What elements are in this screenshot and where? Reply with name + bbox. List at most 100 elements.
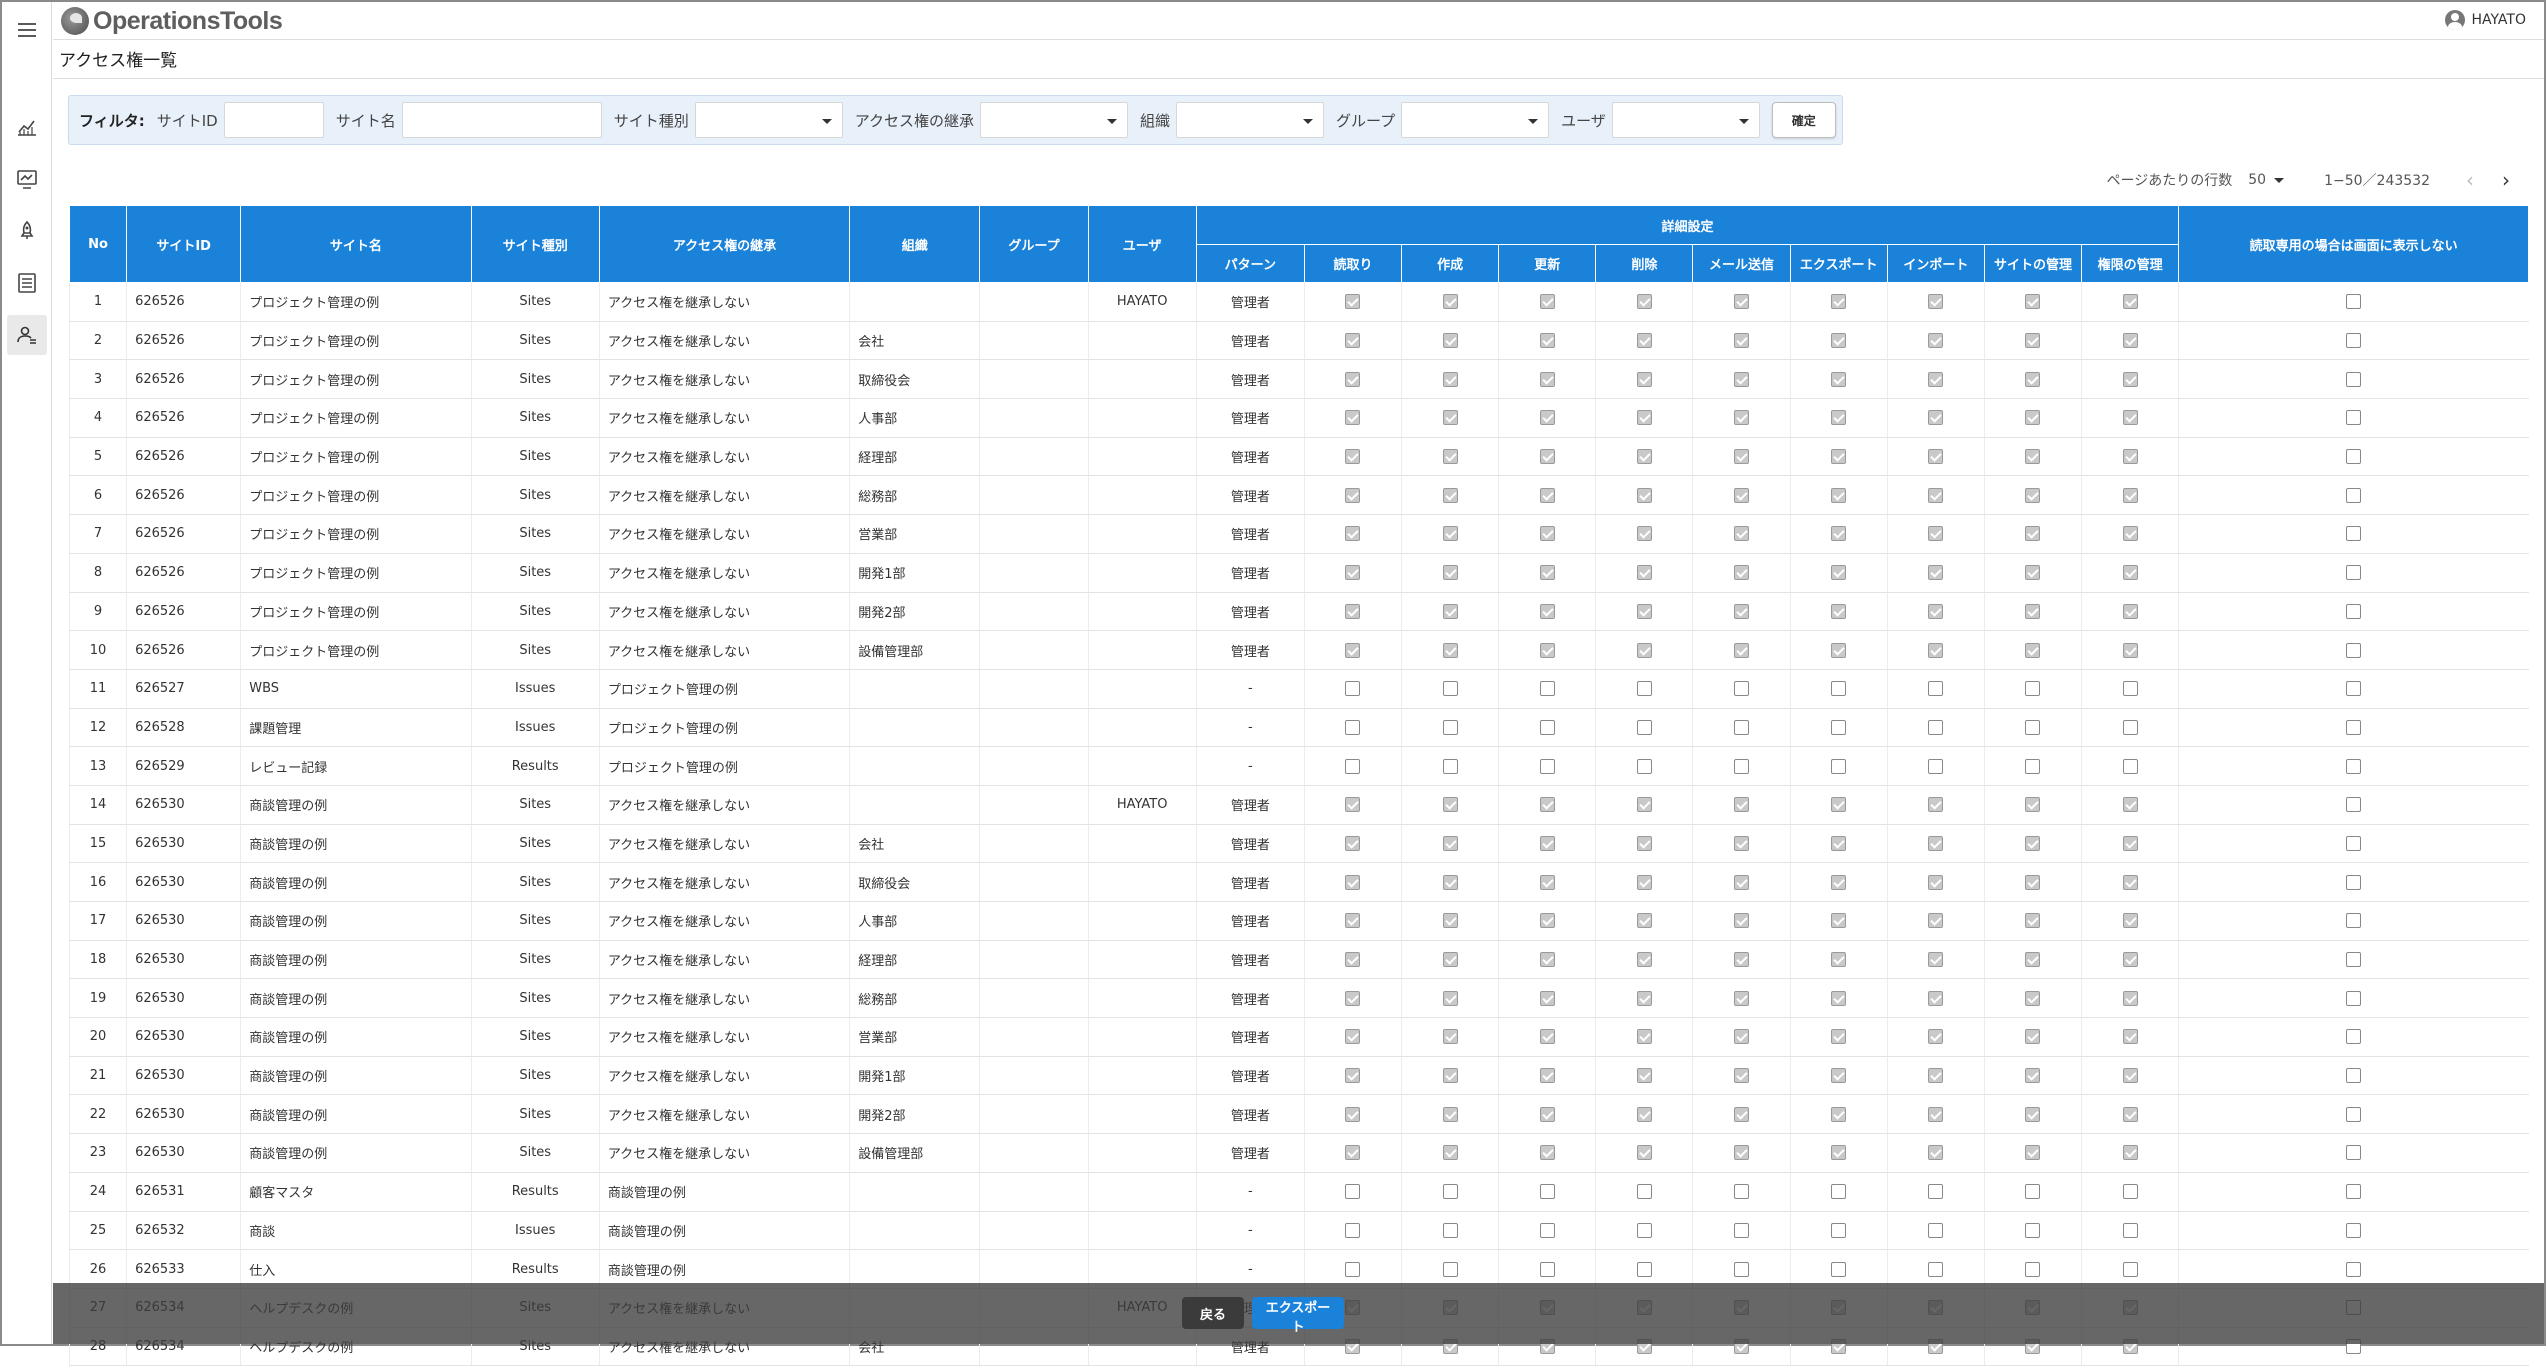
import-checkbox[interactable]: [1928, 913, 1944, 929]
create-checkbox[interactable]: [1442, 1222, 1458, 1238]
readonly-hide-checkbox[interactable]: [2346, 1029, 2362, 1045]
readonly-hide-checkbox[interactable]: [2346, 681, 2362, 697]
export-checkbox[interactable]: [1831, 681, 1847, 697]
update-checkbox[interactable]: [1539, 526, 1555, 542]
site-manage-checkbox[interactable]: [2025, 487, 2041, 503]
mail-checkbox[interactable]: [1734, 835, 1750, 851]
export-checkbox[interactable]: [1831, 642, 1847, 658]
perm-manage-checkbox[interactable]: [2122, 565, 2138, 581]
mail-checkbox[interactable]: [1734, 294, 1750, 310]
readonly-hide-checkbox[interactable]: [2346, 410, 2362, 426]
import-checkbox[interactable]: [1928, 603, 1944, 619]
perm-manage-checkbox[interactable]: [2122, 1222, 2138, 1238]
delete-checkbox[interactable]: [1636, 487, 1652, 503]
mail-checkbox[interactable]: [1734, 1145, 1750, 1161]
mail-checkbox[interactable]: [1734, 1029, 1750, 1045]
org-select[interactable]: [1176, 102, 1324, 138]
delete-checkbox[interactable]: [1636, 681, 1652, 697]
perm-manage-checkbox[interactable]: [2122, 410, 2138, 426]
readonly-hide-checkbox[interactable]: [2346, 1261, 2362, 1277]
readonly-hide-checkbox[interactable]: [2346, 333, 2362, 349]
readonly-hide-checkbox[interactable]: [2346, 294, 2362, 310]
create-checkbox[interactable]: [1442, 1261, 1458, 1277]
create-checkbox[interactable]: [1442, 681, 1458, 697]
readonly-hide-checkbox[interactable]: [2346, 1068, 2362, 1084]
import-checkbox[interactable]: [1928, 874, 1944, 890]
user-settings-icon[interactable]: [7, 315, 47, 355]
delete-checkbox[interactable]: [1636, 642, 1652, 658]
site-manage-checkbox[interactable]: [2025, 1222, 2041, 1238]
read-checkbox[interactable]: [1345, 449, 1361, 465]
import-checkbox[interactable]: [1928, 990, 1944, 1006]
create-checkbox[interactable]: [1442, 758, 1458, 774]
read-checkbox[interactable]: [1345, 603, 1361, 619]
read-checkbox[interactable]: [1345, 797, 1361, 813]
delete-checkbox[interactable]: [1636, 835, 1652, 851]
read-checkbox[interactable]: [1345, 990, 1361, 1006]
export-checkbox[interactable]: [1831, 913, 1847, 929]
update-checkbox[interactable]: [1539, 1068, 1555, 1084]
table-row[interactable]: 4 626526 プロジェクト管理の例 Sites アクセス権を継承しない 人事部 管理者: [68, 398, 2529, 438]
perm-manage-checkbox[interactable]: [2122, 1068, 2138, 1084]
create-checkbox[interactable]: [1442, 333, 1458, 349]
update-checkbox[interactable]: [1539, 449, 1555, 465]
update-checkbox[interactable]: [1539, 952, 1555, 968]
delete-checkbox[interactable]: [1636, 526, 1652, 542]
read-checkbox[interactable]: [1345, 1106, 1361, 1122]
site-manage-checkbox[interactable]: [2025, 333, 2041, 349]
create-checkbox[interactable]: [1442, 1068, 1458, 1084]
col-site-manage[interactable]: サイトの管理: [1983, 244, 2083, 283]
import-checkbox[interactable]: [1928, 642, 1944, 658]
delete-checkbox[interactable]: [1636, 952, 1652, 968]
update-checkbox[interactable]: [1539, 719, 1555, 735]
import-checkbox[interactable]: [1928, 797, 1944, 813]
create-checkbox[interactable]: [1442, 565, 1458, 581]
site-id-input[interactable]: [223, 102, 324, 138]
table-row[interactable]: 16 626530 商談管理の例 Sites アクセス権を継承しない 取締役会 管理者: [68, 862, 2529, 902]
read-checkbox[interactable]: [1345, 371, 1361, 387]
export-checkbox[interactable]: [1831, 990, 1847, 1006]
export-checkbox[interactable]: [1831, 1068, 1847, 1084]
site-type-select[interactable]: [694, 102, 843, 138]
table-row[interactable]: 19 626530 商談管理の例 Sites アクセス権を継承しない 総務部 管理者: [68, 978, 2529, 1019]
delete-checkbox[interactable]: [1636, 1261, 1652, 1277]
create-checkbox[interactable]: [1442, 1184, 1458, 1200]
update-checkbox[interactable]: [1539, 835, 1555, 851]
read-checkbox[interactable]: [1345, 835, 1361, 851]
site-manage-checkbox[interactable]: [2025, 758, 2041, 774]
user-menu[interactable]: HAYATO: [2445, 10, 2526, 30]
create-checkbox[interactable]: [1442, 487, 1458, 503]
read-checkbox[interactable]: [1345, 719, 1361, 735]
mail-checkbox[interactable]: [1734, 1261, 1750, 1277]
prev-page-icon[interactable]: ‹: [2466, 168, 2474, 192]
readonly-hide-checkbox[interactable]: [2346, 1145, 2362, 1161]
mail-checkbox[interactable]: [1734, 371, 1750, 387]
create-checkbox[interactable]: [1442, 410, 1458, 426]
import-checkbox[interactable]: [1928, 719, 1944, 735]
update-checkbox[interactable]: [1539, 1261, 1555, 1277]
col-create[interactable]: 作成: [1401, 244, 1500, 283]
update-checkbox[interactable]: [1539, 1145, 1555, 1161]
delete-checkbox[interactable]: [1636, 410, 1652, 426]
read-checkbox[interactable]: [1345, 410, 1361, 426]
site-manage-checkbox[interactable]: [2025, 1068, 2041, 1084]
monitor-chart-icon[interactable]: [7, 159, 47, 199]
site-manage-checkbox[interactable]: [2025, 294, 2041, 310]
update-checkbox[interactable]: [1539, 565, 1555, 581]
perm-manage-checkbox[interactable]: [2122, 990, 2138, 1006]
table-row[interactable]: 17 626530 商談管理の例 Sites アクセス権を継承しない 人事部 管理者: [68, 901, 2529, 941]
site-manage-checkbox[interactable]: [2025, 371, 2041, 387]
import-checkbox[interactable]: [1928, 294, 1944, 310]
read-checkbox[interactable]: [1345, 758, 1361, 774]
col-group[interactable]: グループ: [979, 205, 1089, 283]
perm-manage-checkbox[interactable]: [2122, 1184, 2138, 1200]
list-document-icon[interactable]: [7, 263, 47, 303]
table-row[interactable]: 23 626530 商談管理の例 Sites アクセス権を継承しない 設備管理部 管理者: [68, 1133, 2529, 1173]
update-checkbox[interactable]: [1539, 1106, 1555, 1122]
create-checkbox[interactable]: [1442, 449, 1458, 465]
table-row[interactable]: 11 626527 WBS Issues プロジェクト管理の例 -: [68, 669, 2529, 709]
site-manage-checkbox[interactable]: [2025, 874, 2041, 890]
rocket-icon[interactable]: [7, 211, 47, 251]
create-checkbox[interactable]: [1442, 797, 1458, 813]
site-manage-checkbox[interactable]: [2025, 642, 2041, 658]
